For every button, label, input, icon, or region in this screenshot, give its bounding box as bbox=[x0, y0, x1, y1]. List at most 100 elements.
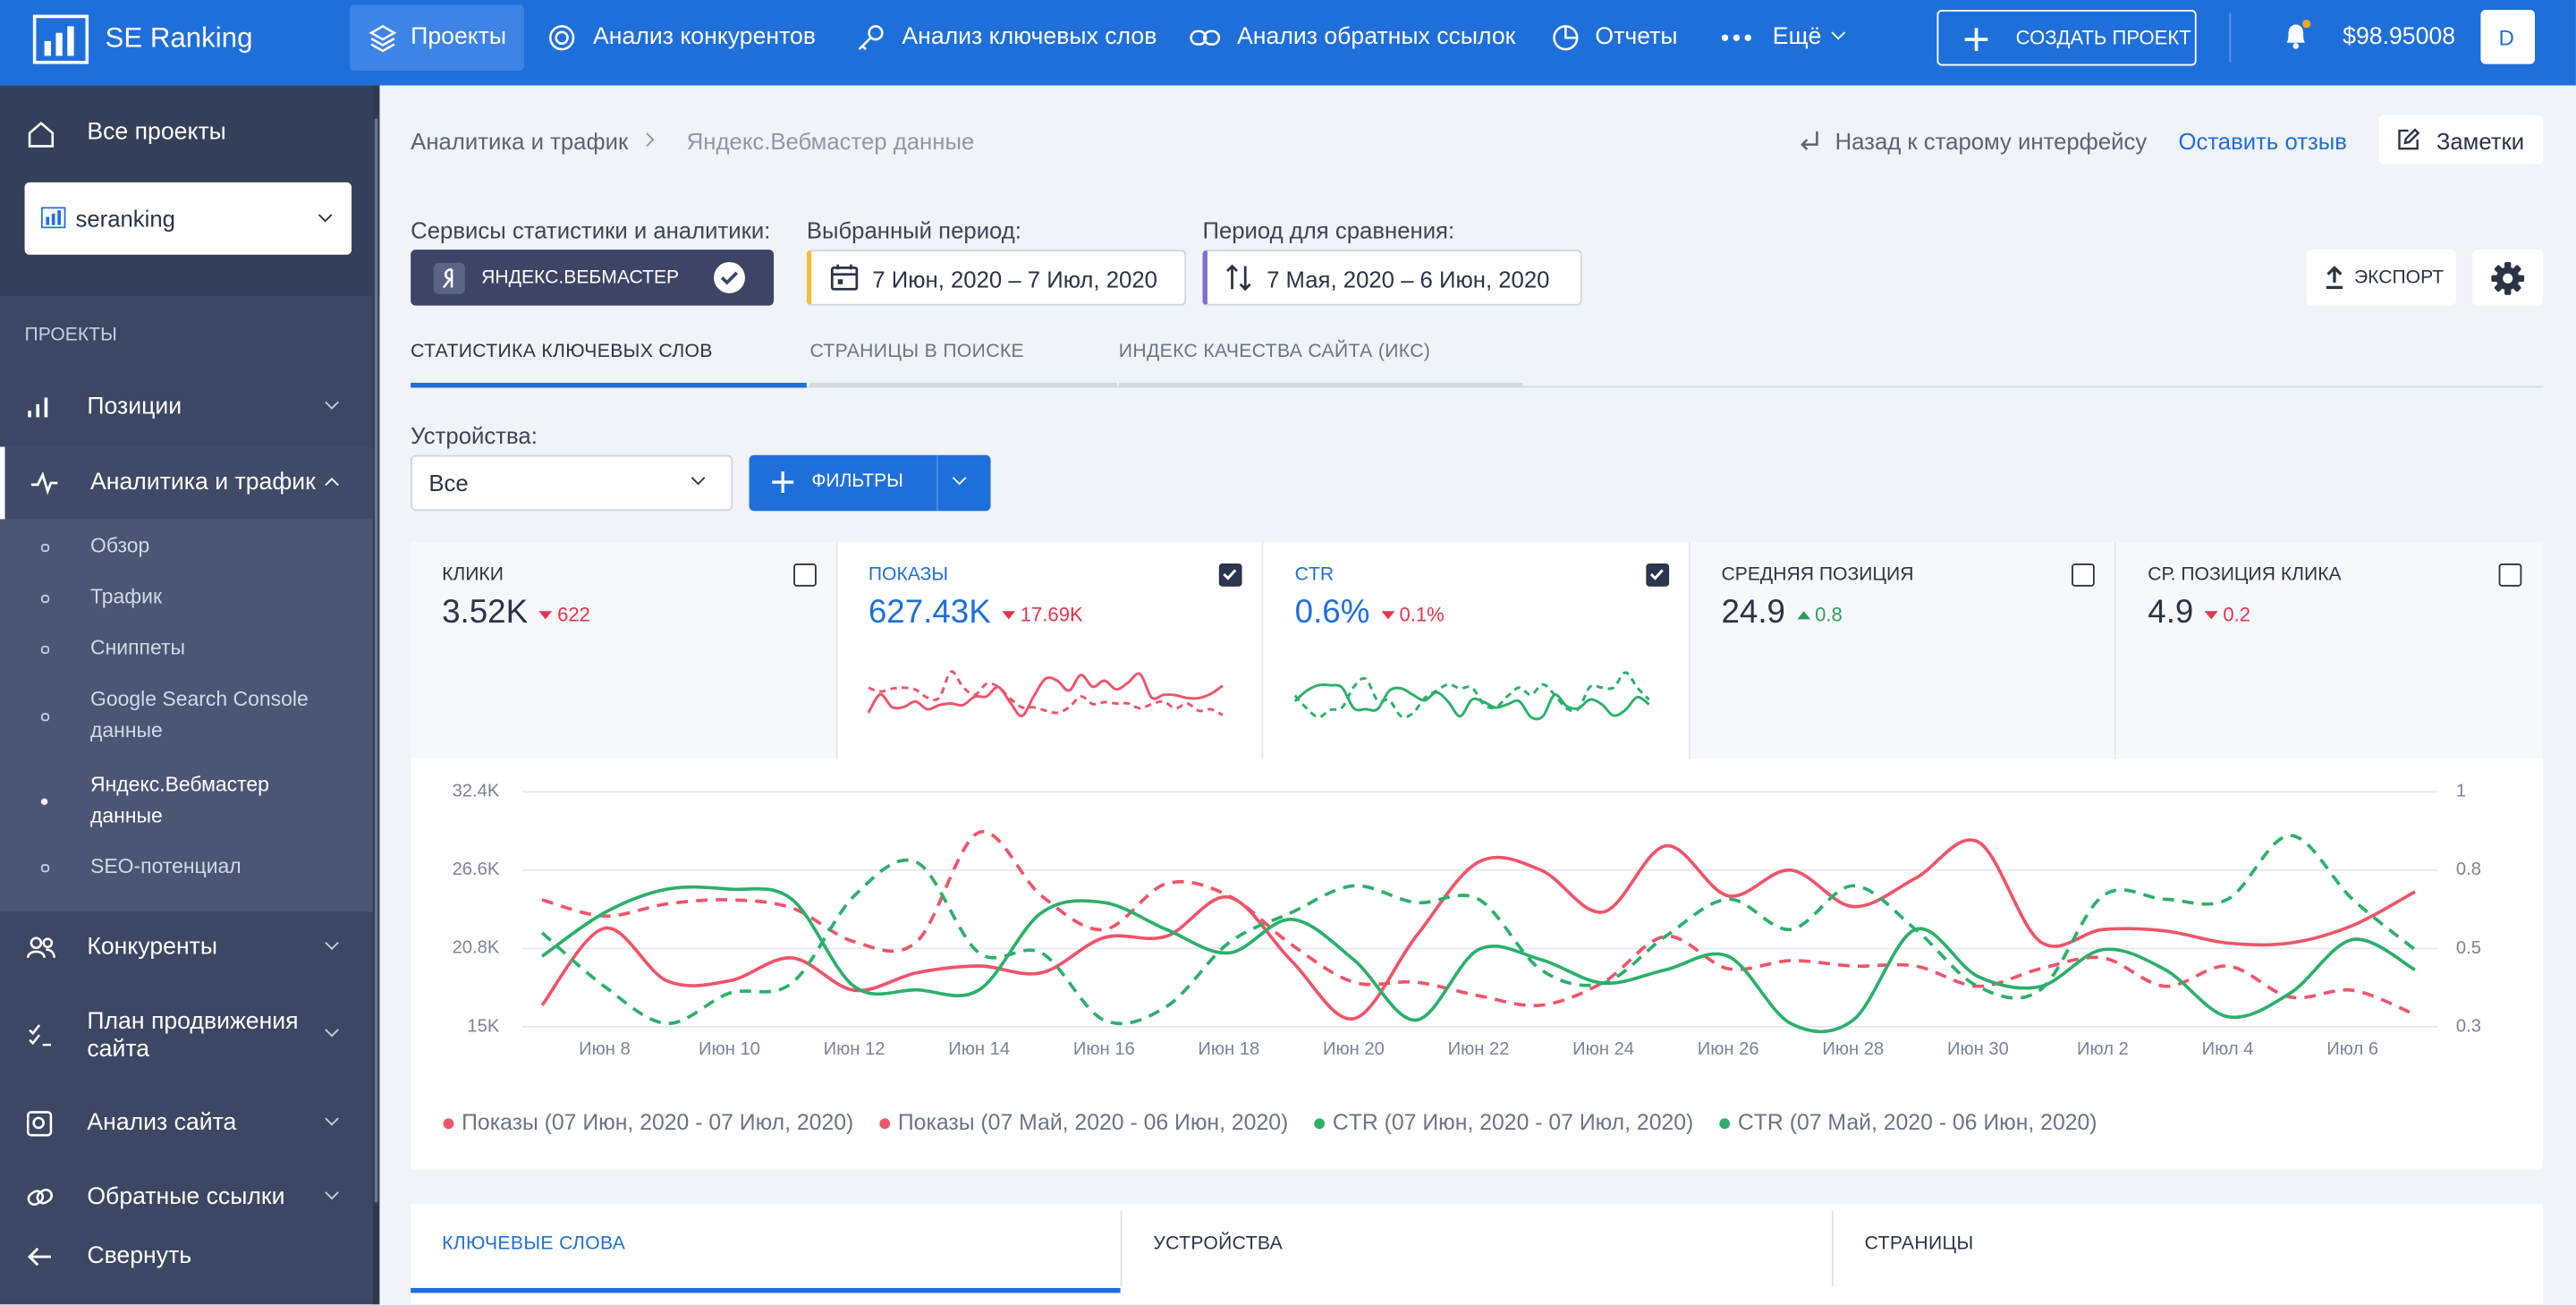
active-item-bg[interactable] bbox=[0, 446, 373, 520]
create-project-text[interactable]: СОЗДАТЬ ПРОЕКТ bbox=[2015, 26, 2191, 50]
bullet bbox=[40, 864, 50, 873]
section-label: ПРОЕКТЫ bbox=[24, 326, 117, 346]
sidebar: Все проекты seranking ПРОЕКТЫ Позиции Ан… bbox=[0, 85, 380, 1305]
series-line bbox=[540, 834, 2417, 1026]
bell-icon[interactable] bbox=[2280, 20, 2313, 53]
feedback-link[interactable]: Оставить отзыв bbox=[2178, 128, 2347, 155]
compare-select[interactable] bbox=[1202, 250, 1582, 306]
trend-arrow bbox=[538, 610, 553, 619]
metric-name: СРЕДНЯЯ ПОЗИЦИЯ bbox=[1721, 564, 1914, 585]
filter-label: Выбранный период: bbox=[806, 216, 1021, 243]
checkmark bbox=[1223, 569, 1237, 580]
avatar-bg[interactable] bbox=[2480, 10, 2536, 64]
nav-item[interactable]: Ещё bbox=[1772, 24, 1822, 51]
bottom-tab[interactable]: СТРАНИЦЫ bbox=[1864, 1233, 1974, 1254]
devices-value[interactable]: Все bbox=[428, 470, 469, 496]
y-tick-label: 32.4K bbox=[453, 782, 500, 801]
metric-change: 17.69K bbox=[1020, 602, 1083, 625]
bottom-tab[interactable]: УСТРОЙСТВА bbox=[1153, 1233, 1284, 1254]
export-text[interactable]: ЭКСПОРТ bbox=[2353, 267, 2445, 288]
sidebar-item[interactable]: Позиции bbox=[87, 394, 182, 420]
sidebar-subitem[interactable]: Трафик bbox=[90, 585, 163, 609]
sidebar-item[interactable]: Аналитика и трафик bbox=[90, 469, 316, 496]
tab[interactable]: СТРАНИЦЫ В ПОИСКЕ bbox=[809, 342, 1024, 362]
metric-checkbox[interactable] bbox=[792, 563, 817, 587]
sidebar-item[interactable]: Конкуренты bbox=[87, 934, 218, 962]
period-select[interactable] bbox=[806, 250, 1187, 306]
service-select[interactable] bbox=[411, 250, 775, 306]
scrollbar-thumb[interactable] bbox=[374, 118, 378, 1203]
series-line bbox=[540, 838, 2416, 1021]
item-icon bbox=[26, 936, 55, 959]
trend-arrow-shape bbox=[1381, 610, 1394, 619]
metric-card[interactable]: СР. ПОЗИЦИЯ КЛИКА 4.9 0.2 bbox=[2116, 542, 2544, 759]
bottom-tab-active[interactable]: КЛЮЧЕВЫЕ СЛОВА bbox=[442, 1233, 626, 1254]
x-tick-label: Июн 30 bbox=[1947, 1039, 2009, 1059]
breadcrumb[interactable]: Аналитика и трафик bbox=[411, 128, 629, 155]
bottom-tabs bbox=[411, 1204, 2544, 1305]
tab-active[interactable]: СТАТИСТИКА КЛЮЧЕВЫХ СЛОВ bbox=[411, 342, 713, 362]
project-select-text[interactable]: seranking bbox=[75, 205, 175, 232]
check-icon bbox=[714, 261, 745, 293]
item-icon bbox=[28, 397, 48, 418]
sidebar-item[interactable]: Обратные ссылки bbox=[87, 1183, 285, 1211]
all-projects[interactable]: Все проекты bbox=[87, 119, 226, 147]
export-icon bbox=[2326, 266, 2343, 290]
checkmark-path bbox=[1649, 569, 1664, 580]
trend-arrow bbox=[1002, 610, 1016, 619]
metric-card[interactable]: CTR 0.6% 0.1% bbox=[1263, 542, 1690, 759]
divider bbox=[936, 454, 938, 512]
x-tick-label: Июн 10 bbox=[699, 1039, 760, 1059]
service-text[interactable]: ЯНДЕКС.ВЕБМАСТЕР bbox=[481, 267, 680, 288]
compare-text[interactable]: 7 Мая, 2020 – 6 Июн, 2020 bbox=[1267, 266, 1550, 292]
metric-value-row: 3.52K 622 bbox=[442, 595, 590, 632]
metric-value-row: 4.9 0.2 bbox=[2148, 595, 2250, 632]
metric-card[interactable]: КЛИКИ 3.52K 622 bbox=[411, 542, 837, 759]
sidebar-subitem[interactable]: Обзор bbox=[90, 534, 150, 558]
tab[interactable]: ИНДЕКС КАЧЕСТВА САЙТА (ИКС) bbox=[1118, 342, 1431, 362]
metric-checkbox[interactable] bbox=[1219, 563, 1242, 587]
filter-label: Сервисы статистики и аналитики: bbox=[411, 216, 771, 243]
sidebar-subitem[interactable]: SEO-потенциал bbox=[90, 854, 242, 878]
devices-select[interactable] bbox=[411, 454, 733, 512]
x-tick-label: Июн 14 bbox=[948, 1039, 1010, 1059]
balance: $98.95008 bbox=[2343, 24, 2456, 51]
nav-item[interactable]: Анализ обратных ссылок bbox=[1237, 24, 1516, 51]
sidebar-item[interactable]: План продвижения сайта bbox=[87, 1008, 299, 1064]
export-button[interactable] bbox=[2306, 250, 2456, 306]
filters-text[interactable]: ФИЛЬТРЫ bbox=[811, 471, 903, 492]
trend-arrow-shape bbox=[2205, 610, 2218, 619]
divider bbox=[1120, 1210, 1123, 1287]
metric-card[interactable]: ПОКАЗЫ 627.43K 17.69K bbox=[836, 542, 1264, 759]
nav-item[interactable]: Отчеты bbox=[1595, 24, 1678, 51]
legend-label: Показы (07 Июн, 2020 - 07 Июл, 2020) bbox=[462, 1111, 853, 1135]
avatar[interactable]: D bbox=[2498, 25, 2514, 51]
create-project-button[interactable] bbox=[1936, 10, 2197, 66]
bullet bbox=[40, 713, 50, 722]
back-link[interactable]: Назад к старому интерфейсу bbox=[1835, 128, 2148, 155]
metric-card[interactable]: СРЕДНЯЯ ПОЗИЦИЯ 24.9 0.8 bbox=[1690, 542, 2117, 759]
nav-item[interactable]: Проекты bbox=[411, 24, 507, 51]
metric-checkbox[interactable] bbox=[2498, 563, 2522, 587]
logo-text: SE Ranking bbox=[105, 21, 253, 54]
x-tick-label: Июн 24 bbox=[1572, 1039, 1634, 1059]
notes-text[interactable]: Заметки bbox=[2436, 128, 2525, 155]
x-tick-label: Июл 4 bbox=[2202, 1039, 2254, 1059]
nav-item[interactable]: Анализ конкурентов bbox=[593, 24, 817, 51]
sidebar-subitem-active[interactable]: Яндекс.Вебмастер данные bbox=[90, 773, 269, 828]
project-select[interactable] bbox=[24, 182, 352, 255]
sidebar-item[interactable]: Анализ сайта bbox=[87, 1110, 237, 1137]
sidebar-subitem[interactable]: Сниппеты bbox=[90, 636, 186, 660]
collapse[interactable]: Свернуть bbox=[87, 1242, 192, 1270]
legend-marker bbox=[1314, 1118, 1326, 1130]
divider bbox=[1831, 1210, 1834, 1287]
y-tick-label: 26.6K bbox=[453, 860, 500, 879]
metric-checkbox[interactable] bbox=[1645, 563, 1669, 587]
filter-label: Период для сравнения: bbox=[1202, 216, 1455, 243]
sidebar-subitem[interactable]: Google Search Console данные bbox=[90, 687, 309, 743]
period-text[interactable]: 7 Июн, 2020 – 7 Июл, 2020 bbox=[872, 266, 1157, 292]
metric-checkbox[interactable] bbox=[2072, 563, 2096, 587]
nav-item[interactable]: Анализ ключевых слов bbox=[902, 24, 1157, 51]
project-icon bbox=[40, 207, 66, 229]
x-tick-label: Июн 12 bbox=[824, 1039, 886, 1059]
